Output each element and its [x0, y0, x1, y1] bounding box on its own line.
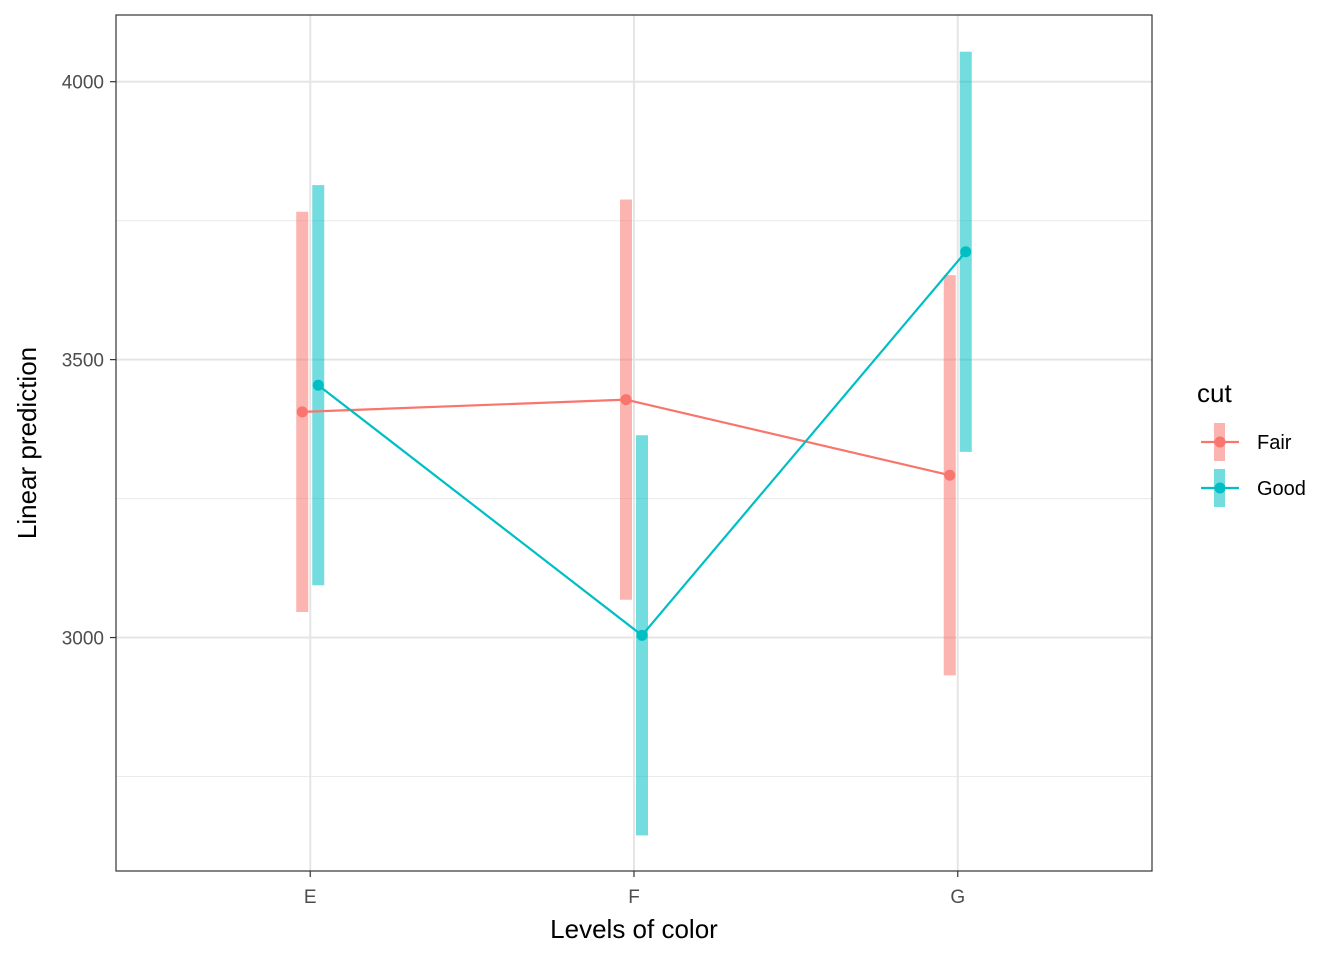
point-fair-f — [620, 394, 632, 406]
point-fair-g — [944, 469, 956, 481]
y-tick-label: 4000 — [62, 73, 104, 94]
point-fair-e — [296, 406, 308, 418]
legend-label-fair: Fair — [1257, 432, 1292, 454]
point-good-g — [960, 246, 972, 258]
legend-key-point-good — [1214, 482, 1226, 494]
legend-key-point-fair — [1214, 436, 1226, 448]
grid-major — [116, 15, 1152, 871]
series-points — [296, 246, 972, 641]
legend-label-good: Good — [1257, 478, 1306, 500]
legend: cut Fair Good — [1197, 378, 1306, 507]
x-tick-label: E — [304, 887, 317, 908]
x-axis-title: Levels of color — [550, 914, 718, 944]
y-axis-title: Linear prediction — [12, 347, 42, 539]
point-good-f — [636, 629, 648, 641]
legend-title: cut — [1197, 378, 1232, 408]
y-tick-label: 3500 — [62, 351, 104, 372]
point-good-e — [312, 379, 324, 391]
y-axis: 3000 3500 4000 — [62, 73, 116, 650]
y-tick-label: 3000 — [62, 629, 104, 650]
x-axis: E F G — [304, 871, 965, 908]
x-tick-label: G — [950, 887, 965, 908]
x-tick-label: F — [628, 887, 640, 908]
